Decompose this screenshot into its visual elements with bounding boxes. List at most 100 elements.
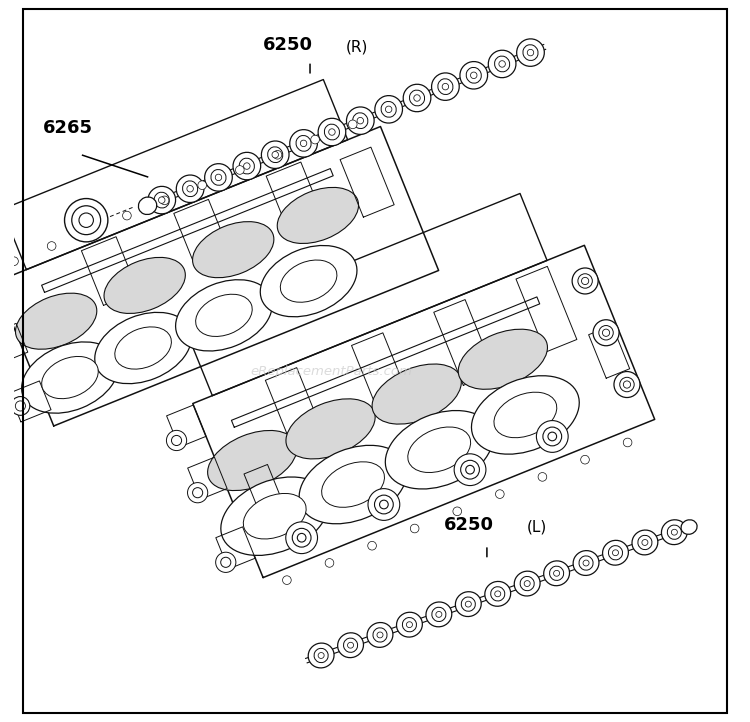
Ellipse shape	[187, 186, 194, 192]
Circle shape	[349, 120, 357, 129]
Ellipse shape	[42, 357, 98, 399]
Ellipse shape	[280, 260, 337, 303]
Ellipse shape	[260, 245, 357, 317]
Ellipse shape	[490, 587, 505, 601]
Circle shape	[122, 212, 131, 220]
Ellipse shape	[613, 550, 619, 556]
Ellipse shape	[338, 632, 364, 658]
Ellipse shape	[211, 170, 226, 186]
Ellipse shape	[410, 90, 424, 106]
Ellipse shape	[381, 102, 396, 117]
Circle shape	[220, 557, 231, 567]
Ellipse shape	[347, 643, 353, 648]
Circle shape	[598, 326, 613, 340]
Circle shape	[310, 135, 320, 144]
Circle shape	[410, 524, 419, 533]
Circle shape	[283, 576, 291, 585]
Circle shape	[572, 268, 598, 294]
Ellipse shape	[494, 392, 556, 438]
Circle shape	[326, 559, 334, 567]
Ellipse shape	[426, 602, 451, 627]
Ellipse shape	[494, 56, 510, 71]
Ellipse shape	[318, 653, 324, 658]
Ellipse shape	[414, 95, 420, 101]
Ellipse shape	[299, 445, 407, 523]
Ellipse shape	[514, 571, 540, 596]
Circle shape	[620, 378, 634, 392]
Text: (L): (L)	[526, 519, 547, 534]
Ellipse shape	[579, 556, 593, 570]
Ellipse shape	[16, 293, 97, 349]
Ellipse shape	[472, 375, 579, 454]
Circle shape	[79, 213, 94, 227]
Circle shape	[581, 277, 589, 284]
Ellipse shape	[527, 49, 534, 56]
Ellipse shape	[22, 342, 118, 413]
Ellipse shape	[314, 648, 328, 663]
Circle shape	[466, 466, 474, 474]
Ellipse shape	[367, 622, 393, 648]
Ellipse shape	[308, 643, 334, 668]
Ellipse shape	[278, 188, 358, 243]
Ellipse shape	[286, 399, 375, 459]
Circle shape	[374, 495, 393, 514]
Ellipse shape	[681, 520, 697, 534]
Ellipse shape	[550, 566, 564, 580]
Ellipse shape	[662, 520, 687, 544]
Ellipse shape	[642, 539, 648, 545]
Ellipse shape	[268, 147, 283, 162]
Circle shape	[548, 432, 556, 441]
Circle shape	[286, 522, 317, 554]
Ellipse shape	[465, 601, 471, 607]
Ellipse shape	[524, 580, 530, 586]
Ellipse shape	[208, 430, 297, 490]
Circle shape	[160, 196, 169, 205]
Ellipse shape	[373, 628, 387, 642]
Ellipse shape	[244, 163, 250, 169]
Circle shape	[380, 500, 388, 509]
Ellipse shape	[357, 118, 364, 124]
Ellipse shape	[324, 124, 340, 140]
Ellipse shape	[239, 158, 254, 174]
Ellipse shape	[272, 152, 278, 158]
Ellipse shape	[544, 561, 569, 586]
Ellipse shape	[300, 140, 307, 147]
Ellipse shape	[517, 39, 544, 66]
Ellipse shape	[328, 129, 335, 135]
Text: 6250: 6250	[443, 516, 494, 534]
Ellipse shape	[671, 529, 677, 535]
Ellipse shape	[154, 192, 170, 208]
Ellipse shape	[196, 295, 252, 336]
Ellipse shape	[104, 257, 185, 313]
Ellipse shape	[344, 638, 358, 653]
Circle shape	[188, 482, 208, 503]
Circle shape	[0, 339, 7, 358]
Ellipse shape	[432, 607, 446, 622]
Ellipse shape	[431, 73, 459, 100]
Ellipse shape	[205, 164, 232, 191]
Circle shape	[72, 206, 100, 235]
Ellipse shape	[158, 197, 165, 204]
Circle shape	[166, 430, 187, 451]
Circle shape	[273, 150, 282, 159]
Ellipse shape	[377, 632, 383, 638]
Ellipse shape	[406, 622, 412, 627]
Ellipse shape	[220, 477, 328, 555]
Ellipse shape	[470, 72, 477, 79]
Ellipse shape	[488, 51, 516, 78]
Ellipse shape	[461, 597, 476, 612]
Ellipse shape	[148, 186, 176, 214]
Ellipse shape	[176, 279, 272, 351]
Circle shape	[64, 199, 108, 242]
Circle shape	[85, 227, 94, 235]
Ellipse shape	[632, 530, 658, 555]
Circle shape	[297, 534, 306, 542]
Ellipse shape	[608, 546, 622, 560]
Circle shape	[216, 552, 236, 573]
Circle shape	[496, 490, 504, 498]
Ellipse shape	[484, 581, 511, 606]
Ellipse shape	[520, 576, 534, 591]
Ellipse shape	[460, 61, 488, 89]
Ellipse shape	[397, 612, 422, 637]
Ellipse shape	[352, 113, 368, 129]
